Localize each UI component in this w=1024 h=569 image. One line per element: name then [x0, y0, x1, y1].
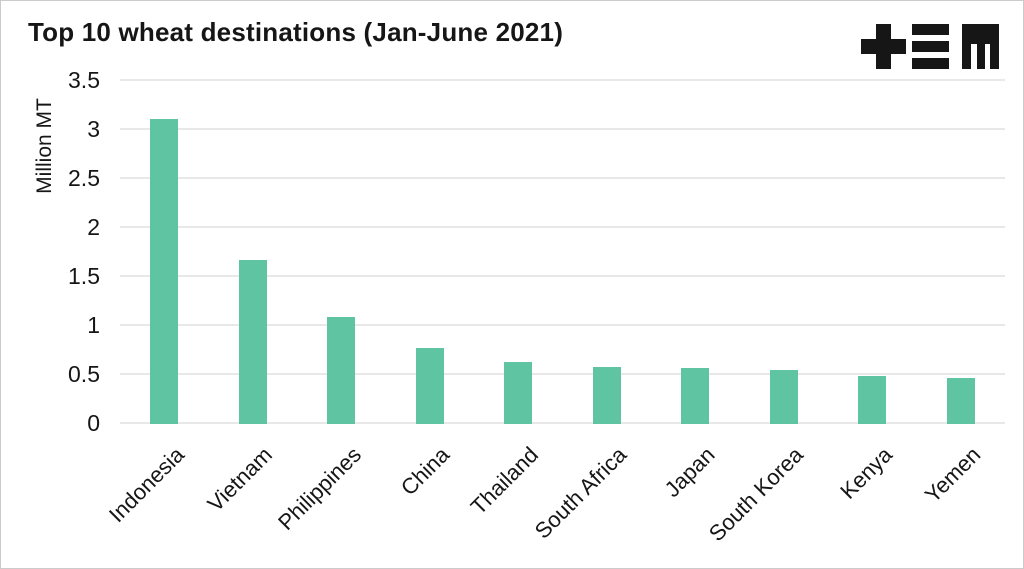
y-tick-label: 0: [87, 410, 100, 436]
letter-m-icon: [962, 24, 999, 69]
gridline: [120, 226, 1005, 228]
x-axis-label: Indonesia: [103, 442, 189, 528]
bar-south-africa: [592, 367, 621, 424]
x-axis-label: Japan: [659, 442, 720, 503]
gridline: [120, 177, 1005, 179]
triple-bars-icon: [912, 24, 949, 69]
bar-thailand: [504, 362, 533, 424]
y-tick-label: 2.5: [68, 165, 100, 191]
x-axis-label: South Africa: [529, 442, 632, 544]
bar-japan: [681, 368, 710, 424]
gridline: [120, 275, 1005, 277]
gridline: [120, 422, 1005, 424]
bar-china: [415, 347, 444, 424]
x-axis-label: Thailand: [465, 442, 543, 520]
bar-philippines: [327, 317, 356, 424]
plus-icon: [861, 24, 906, 69]
x-axis-label: Vietnam: [202, 442, 278, 517]
bar-kenya: [858, 375, 887, 424]
bar-south-korea: [769, 370, 798, 424]
gridline: [120, 324, 1005, 326]
gridline: [120, 373, 1005, 375]
gridline: [120, 79, 1005, 81]
gridline: [120, 128, 1005, 130]
y-tick-label: 3: [87, 116, 100, 142]
x-axis-label: Kenya: [835, 442, 897, 504]
y-tick-label: 3.5: [68, 67, 100, 93]
chart-title: Top 10 wheat destinations (Jan-June 2021…: [28, 17, 564, 47]
x-axis-label: Yemen: [919, 442, 986, 508]
y-tick-label: 1: [87, 312, 100, 338]
bar-vietnam: [238, 260, 267, 424]
bar-indonesia: [150, 119, 179, 424]
x-axis-label: Philippines: [273, 442, 366, 535]
x-axis-label: South Korea: [704, 442, 809, 547]
y-tick-label: 2: [87, 214, 100, 240]
x-axis-label: China: [396, 442, 455, 501]
y-tick-label: 1.5: [68, 263, 100, 289]
bar-yemen: [946, 377, 975, 424]
y-tick-label: 0.5: [68, 361, 100, 387]
tem-logo: [861, 24, 999, 69]
